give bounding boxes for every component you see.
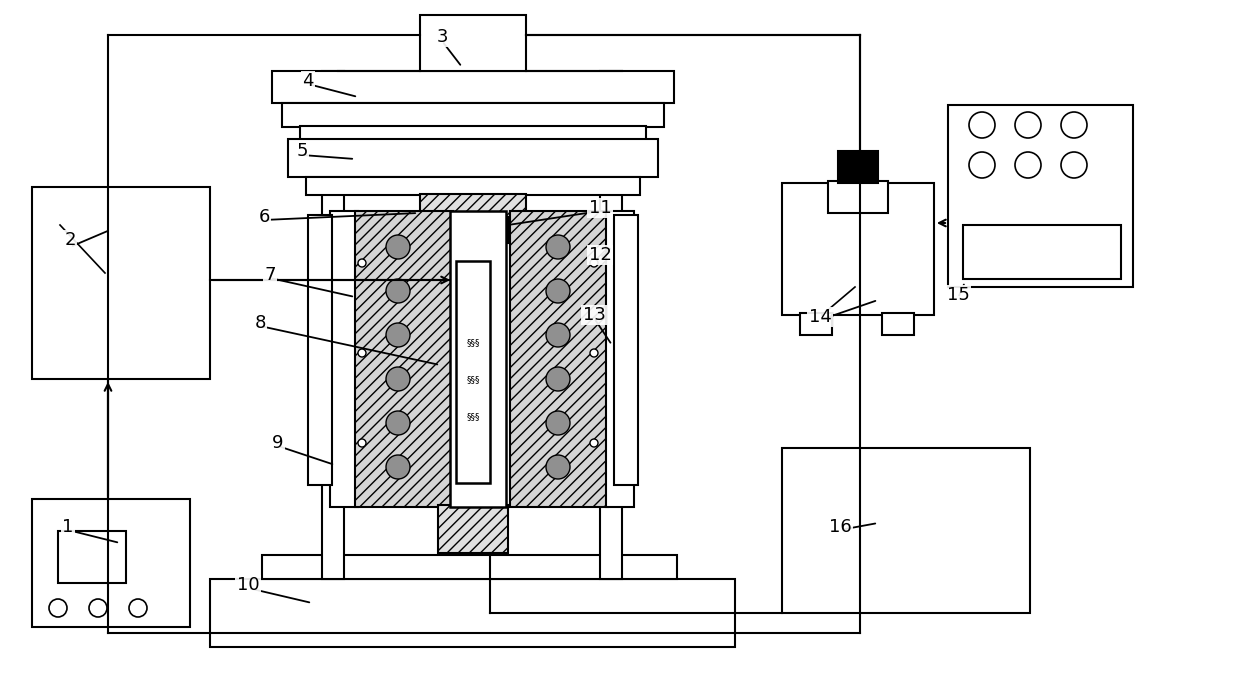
Text: 12: 12	[589, 246, 611, 264]
Bar	[838, 151, 878, 183]
Bar	[782, 448, 1030, 613]
Bar	[281, 103, 663, 127]
Circle shape	[50, 599, 67, 617]
Circle shape	[590, 439, 598, 447]
Circle shape	[386, 323, 410, 347]
Circle shape	[89, 599, 107, 617]
Circle shape	[546, 323, 570, 347]
Circle shape	[358, 439, 366, 447]
Circle shape	[358, 259, 366, 267]
Bar	[288, 139, 658, 177]
Bar	[32, 187, 210, 379]
Bar	[306, 177, 640, 195]
Circle shape	[386, 455, 410, 479]
Text: §§§: §§§	[466, 338, 480, 348]
Bar	[800, 313, 832, 335]
Text: 1: 1	[62, 518, 73, 536]
Text: §§§: §§§	[466, 375, 480, 385]
Circle shape	[590, 259, 598, 267]
Circle shape	[1061, 112, 1087, 138]
Bar	[272, 71, 675, 103]
Text: 15: 15	[946, 286, 970, 304]
Bar	[882, 313, 914, 335]
Circle shape	[546, 455, 570, 479]
Bar	[510, 211, 608, 507]
Bar	[438, 217, 508, 243]
Bar	[420, 194, 526, 218]
Bar	[58, 531, 126, 583]
Circle shape	[358, 349, 366, 357]
Text: 4: 4	[303, 72, 314, 90]
Text: 5: 5	[296, 142, 308, 160]
Bar	[210, 579, 735, 647]
Circle shape	[546, 235, 570, 259]
Text: §§§: §§§	[466, 412, 480, 421]
Bar	[606, 211, 634, 507]
Bar	[782, 183, 934, 315]
Circle shape	[386, 235, 410, 259]
Circle shape	[968, 152, 994, 178]
Text: 8: 8	[254, 314, 265, 332]
Bar	[322, 71, 343, 579]
Bar	[300, 126, 646, 140]
Text: 7: 7	[264, 266, 275, 284]
Bar	[614, 215, 639, 485]
Circle shape	[590, 349, 598, 357]
Circle shape	[386, 367, 410, 391]
Text: 13: 13	[583, 306, 605, 324]
Text: 14: 14	[808, 308, 832, 326]
Circle shape	[386, 411, 410, 435]
Bar	[949, 105, 1133, 287]
Circle shape	[386, 279, 410, 303]
Bar	[330, 211, 358, 507]
Circle shape	[546, 279, 570, 303]
Text: 3: 3	[436, 28, 448, 46]
Circle shape	[1061, 152, 1087, 178]
Bar	[963, 225, 1121, 279]
Bar	[308, 215, 332, 485]
Bar	[262, 555, 677, 579]
Bar	[355, 211, 453, 507]
Bar	[420, 15, 526, 71]
Bar	[454, 241, 492, 505]
Circle shape	[1016, 152, 1042, 178]
Bar	[32, 499, 190, 627]
Text: 2: 2	[64, 231, 76, 249]
Text: 10: 10	[237, 576, 259, 594]
Bar	[450, 211, 506, 507]
Circle shape	[129, 599, 148, 617]
Bar	[600, 71, 622, 579]
Text: 16: 16	[828, 518, 852, 536]
Text: 9: 9	[273, 434, 284, 452]
Text: 6: 6	[258, 208, 269, 226]
Bar	[828, 181, 888, 213]
Circle shape	[968, 112, 994, 138]
Circle shape	[546, 411, 570, 435]
Text: 11: 11	[589, 199, 611, 217]
Circle shape	[1016, 112, 1042, 138]
Bar	[456, 261, 490, 483]
Circle shape	[546, 367, 570, 391]
Bar	[438, 505, 508, 553]
